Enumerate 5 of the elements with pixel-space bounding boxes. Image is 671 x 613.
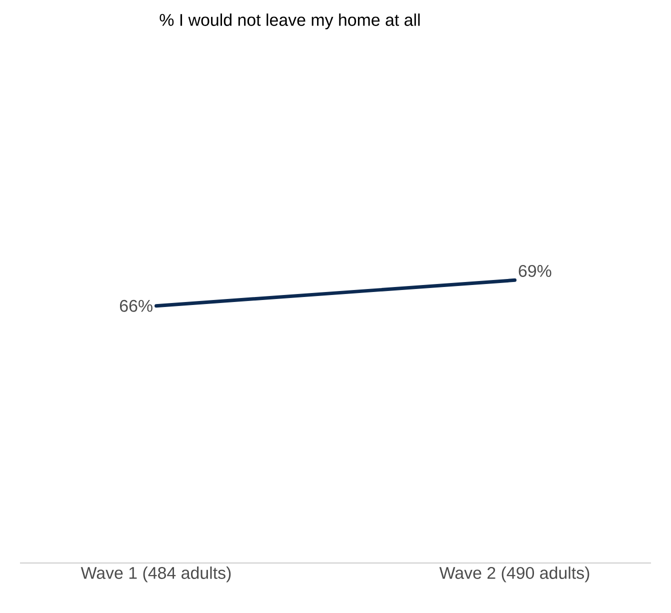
data-label: 69%	[518, 264, 552, 277]
x-tick-label: Wave 2 (490 adults)	[439, 566, 590, 582]
chart-title: % I would not leave my home at all	[160, 14, 420, 30]
data-label: 66%	[120, 300, 152, 312]
x-tick-label: Wave 1 (484 adults)	[80, 566, 231, 582]
